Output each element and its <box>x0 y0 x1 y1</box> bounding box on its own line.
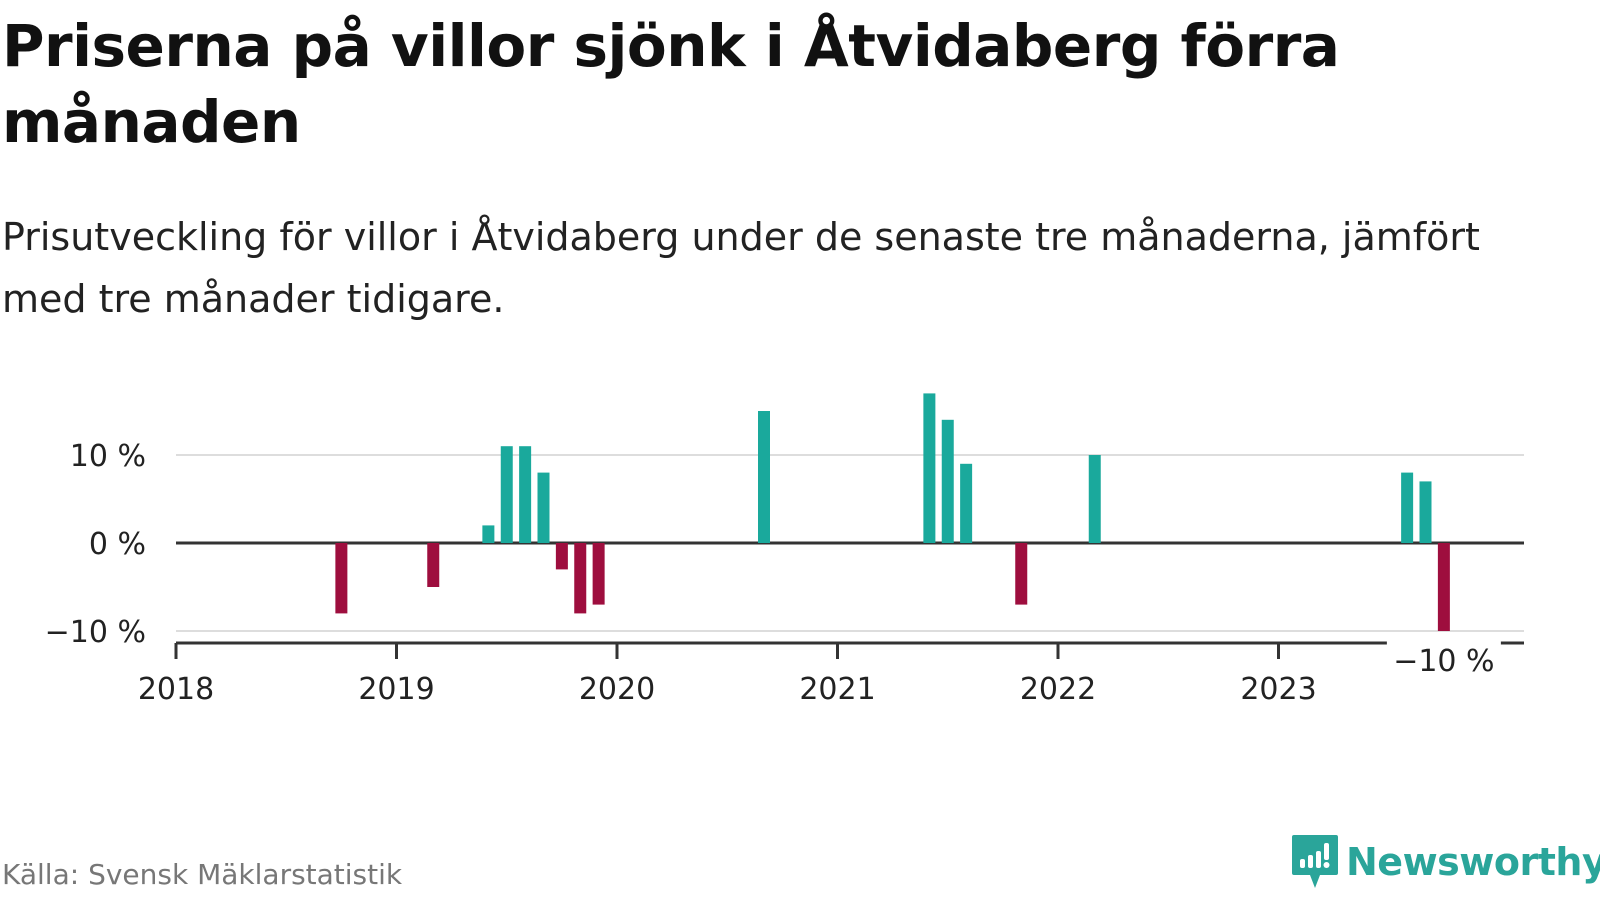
annotation-label: −10 % <box>1393 644 1494 679</box>
bar <box>758 411 770 543</box>
newsworthy-logo[interactable]: Newsworthy <box>1290 832 1600 892</box>
x-tick-label: 2020 <box>579 672 655 707</box>
bar <box>537 472 550 543</box>
bar <box>592 543 605 605</box>
x-tick-label: 2018 <box>138 672 214 707</box>
bar <box>1015 543 1028 605</box>
bar <box>427 543 440 587</box>
y-tick-label: 10 % <box>70 439 146 474</box>
y-tick-label: −10 % <box>45 615 146 650</box>
x-tick-label: 2021 <box>799 672 875 707</box>
x-tick-label: 2022 <box>1020 672 1096 707</box>
y-tick-label: 0 % <box>89 527 146 562</box>
bar <box>923 393 936 543</box>
bar <box>519 446 532 543</box>
logo-text: Newsworthy <box>1346 840 1600 884</box>
bar <box>482 525 495 543</box>
tick-labels: 10 % 0 % −10 % 2018 2019 2020 2021 2022 2023 −10 … <box>45 439 1501 707</box>
bar <box>555 543 568 570</box>
chart-subtitle: Prisutveckling för villor i Åtvidaberg u… <box>2 215 1480 321</box>
bars <box>335 393 1450 631</box>
x-tick-label: 2023 <box>1240 672 1316 707</box>
bar <box>960 463 973 543</box>
grid-lines <box>176 454 1524 632</box>
bar-chart-speech-bubble-icon <box>1292 835 1338 888</box>
bar <box>1437 543 1450 631</box>
x-tick-label: 2019 <box>358 672 434 707</box>
annotation-background <box>1386 640 1501 684</box>
bar <box>500 446 513 543</box>
bar <box>574 543 587 614</box>
x-axis <box>174 641 1524 659</box>
chart-title: Priserna på villor sjönk i Åtvidaberg fö… <box>2 12 1340 156</box>
bar <box>1419 481 1432 543</box>
bar <box>941 419 954 543</box>
bar <box>1088 455 1101 543</box>
bar-chart: 10 % 0 % −10 % 2018 2019 2020 2021 2022 2023 −10 … <box>45 393 1524 707</box>
bar <box>1401 472 1414 543</box>
bar <box>335 543 348 614</box>
source-note: Källa: Svensk Mäklarstatistik <box>2 858 403 891</box>
